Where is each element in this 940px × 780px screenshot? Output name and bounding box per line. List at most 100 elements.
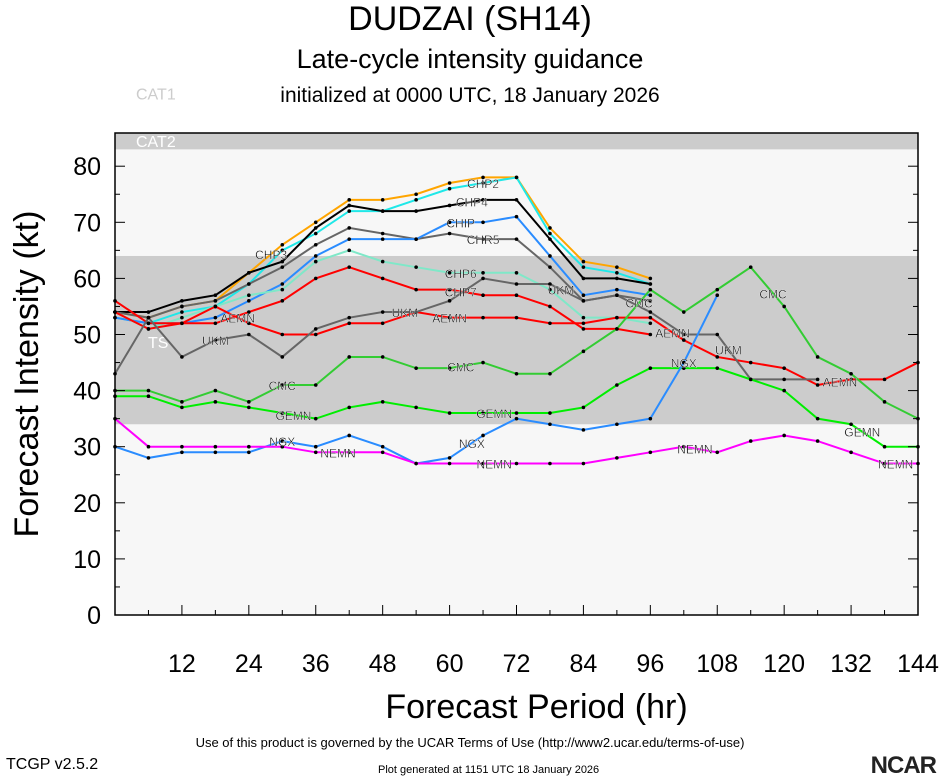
- data-point-chp6: [313, 259, 318, 264]
- data-point-aemn: [815, 383, 820, 387]
- y-tick-label: 70: [73, 209, 101, 237]
- data-point-nemn: [514, 461, 519, 466]
- data-point-nemn: [648, 450, 653, 455]
- data-point-nemn: [681, 444, 686, 449]
- data-point-chip: [213, 315, 218, 320]
- data-point-cmc: [815, 355, 820, 359]
- data-point-nemn: [280, 444, 285, 449]
- data-point-chp7: [280, 299, 285, 303]
- series-label-ngx: NGX: [269, 435, 295, 449]
- data-point-chr5: [180, 304, 184, 309]
- data-point-chip: [247, 299, 251, 303]
- init-time: initialized at 0000 UTC, 18 January 2026: [280, 84, 660, 107]
- data-point-cmc: [313, 383, 318, 387]
- data-point-ukm: [447, 299, 452, 303]
- x-tick-label: 120: [763, 650, 805, 678]
- data-point-chip: [548, 254, 552, 258]
- data-point-chp3: [481, 175, 485, 180]
- data-point-chp4: [414, 209, 418, 213]
- generated-time: Plot generated at 1151 UTC 18 January 20…: [378, 764, 600, 776]
- series-label-ngx: NGX: [671, 357, 697, 371]
- data-point-ukm: [380, 310, 385, 314]
- data-point-ngx: [247, 450, 251, 455]
- series-label-chp2: CHP2: [467, 177, 499, 191]
- data-point-aemn: [581, 321, 586, 326]
- data-point-aemn: [648, 315, 653, 320]
- series-label-ukm: UKM: [202, 334, 229, 348]
- x-tick-label: 144: [897, 650, 939, 678]
- data-point-chp6: [380, 259, 385, 264]
- band-label-ts: TS: [148, 335, 168, 352]
- data-point-nemn: [748, 439, 753, 443]
- data-point-nemn: [481, 461, 485, 466]
- data-point-chr5: [447, 231, 452, 236]
- data-point-aemn: [615, 315, 619, 320]
- data-point-nemn: [213, 444, 218, 449]
- band-label-cat2: CAT2: [136, 134, 176, 151]
- ncar-logo: NCAR: [870, 752, 937, 779]
- data-point-chp2: [615, 270, 619, 275]
- data-point-cmc: [481, 360, 485, 365]
- series-label-aemn: AEMN: [823, 375, 858, 389]
- data-point-chp4: [146, 310, 151, 314]
- data-point-chp7: [213, 321, 218, 326]
- x-axis-label: Forecast Period (hr): [385, 688, 687, 726]
- data-point-cmc: [180, 400, 184, 404]
- y-tick-label: 50: [73, 322, 101, 350]
- data-point-chp6: [347, 248, 352, 253]
- data-point-gemn: [815, 416, 820, 421]
- data-point-ukm: [615, 293, 619, 298]
- series-label-chp4: CHP4: [456, 196, 488, 210]
- series-label-gemn: GEMN: [275, 409, 311, 423]
- band-label-cat1: CAT1: [136, 86, 176, 103]
- data-point-chp2: [581, 265, 586, 269]
- data-point-chr5: [247, 282, 251, 286]
- data-point-chp2: [347, 209, 352, 213]
- data-point-nemn: [815, 439, 820, 443]
- series-label-chp3: CHP3: [255, 248, 287, 262]
- data-point-chp7: [414, 287, 418, 292]
- y-tick-label: 10: [73, 546, 101, 574]
- x-tick-label: 36: [302, 650, 330, 678]
- data-point-cmc: [648, 287, 653, 292]
- data-point-chp4: [648, 282, 653, 286]
- data-point-ukm: [681, 332, 686, 337]
- data-point-chp3: [280, 242, 285, 247]
- series-label-ukm: UKM: [548, 284, 575, 298]
- data-point-ngx: [581, 428, 586, 432]
- data-point-ngx: [146, 456, 151, 460]
- data-point-gemn: [347, 405, 352, 410]
- data-point-gemn: [615, 383, 619, 387]
- data-point-chr5: [648, 299, 653, 303]
- data-point-chp6: [481, 270, 485, 275]
- data-point-gemn: [648, 366, 653, 370]
- data-point-chp2: [280, 248, 285, 253]
- data-point-chp7: [514, 293, 519, 298]
- data-point-chp6: [247, 293, 251, 298]
- data-point-chr5: [313, 242, 318, 247]
- data-point-ngx: [213, 450, 218, 455]
- series-label-nemn: NEMN: [320, 446, 355, 460]
- data-point-nemn: [180, 444, 184, 449]
- data-point-aemn: [313, 332, 318, 337]
- data-point-cmc: [782, 304, 786, 309]
- data-point-nemn: [882, 461, 887, 466]
- data-point-chp4: [548, 237, 552, 241]
- data-point-cmc: [514, 371, 519, 376]
- data-point-chr5: [548, 265, 552, 269]
- data-point-gemn: [414, 405, 418, 410]
- data-point-chp7: [347, 265, 352, 269]
- data-point-gemn: [782, 388, 786, 393]
- data-point-chp6: [280, 287, 285, 292]
- data-point-chp4: [347, 203, 352, 208]
- series-label-nemn: NEMN: [878, 458, 913, 472]
- data-point-chp7: [313, 276, 318, 281]
- data-point-ngx: [548, 422, 552, 427]
- data-point-chp3: [548, 226, 552, 230]
- data-point-aemn: [213, 304, 218, 309]
- data-point-chp7: [548, 304, 552, 309]
- data-point-chr5: [481, 237, 485, 241]
- data-point-chp2: [414, 198, 418, 202]
- data-point-cmc: [447, 366, 452, 370]
